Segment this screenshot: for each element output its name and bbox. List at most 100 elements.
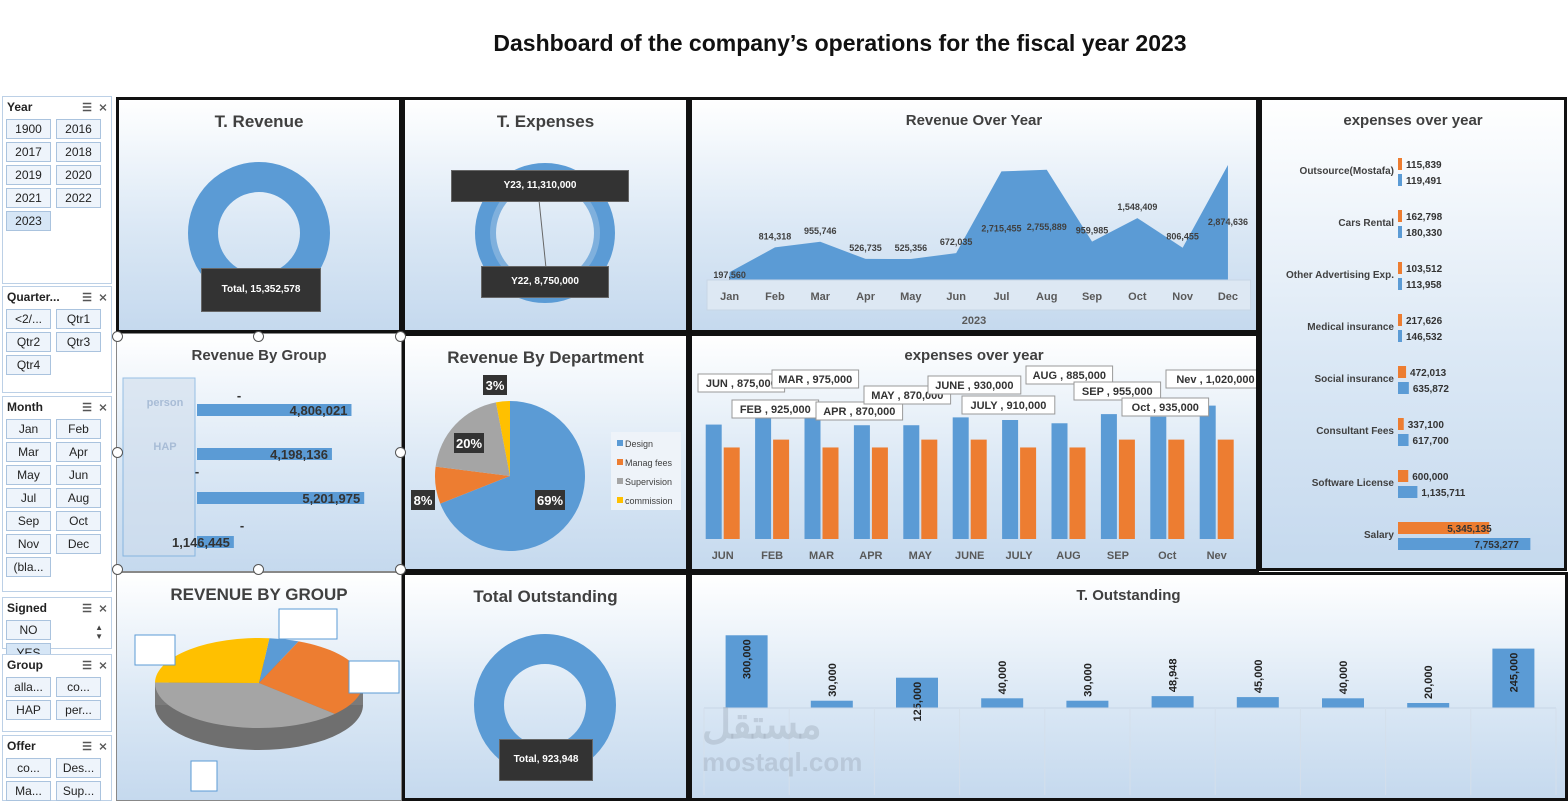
- outstanding-bar[interactable]: [725, 635, 768, 708]
- resize-handle[interactable]: [112, 331, 123, 342]
- month-slicer-item[interactable]: Aug: [56, 488, 101, 508]
- year-slicer-item[interactable]: 2019: [6, 165, 51, 185]
- bar-blue[interactable]: [1398, 330, 1402, 342]
- resize-handle[interactable]: [395, 447, 406, 458]
- outstanding-bar[interactable]: [1151, 696, 1194, 708]
- pie3d-slice[interactable]: [259, 638, 299, 683]
- group-slicer-item[interactable]: alla...: [6, 677, 51, 697]
- offer-slicer-item[interactable]: Sup...: [56, 781, 101, 801]
- bar-blue[interactable]: [1398, 434, 1409, 446]
- bar-orange[interactable]: [1398, 314, 1402, 326]
- quarter-slicer-item[interactable]: Qtr1: [56, 309, 101, 329]
- column-blue[interactable]: [804, 411, 821, 540]
- pie3d-slice[interactable]: [154, 682, 335, 728]
- resize-handle[interactable]: [112, 564, 123, 575]
- year-slicer-item[interactable]: 2022: [56, 188, 101, 208]
- bar-orange[interactable]: [1398, 470, 1409, 482]
- month-slicer-item[interactable]: May: [6, 465, 51, 485]
- clear-filter-icon[interactable]: ⨯: [98, 101, 108, 114]
- column-orange[interactable]: [1168, 439, 1185, 539]
- column-orange[interactable]: [921, 439, 938, 539]
- outstanding-bar[interactable]: [981, 698, 1024, 708]
- multi-select-icon[interactable]: ☰: [82, 101, 92, 114]
- column-orange[interactable]: [970, 439, 987, 539]
- month-slicer-item[interactable]: Sep: [6, 511, 51, 531]
- outstanding-bar[interactable]: [810, 700, 853, 708]
- signed-slicer-item[interactable]: NO: [6, 620, 51, 640]
- column-orange[interactable]: [1020, 447, 1037, 539]
- offer-slicer-item[interactable]: Ma...: [6, 781, 51, 801]
- clear-filter-icon[interactable]: ⨯: [98, 401, 108, 414]
- bar-orange[interactable]: [1398, 366, 1407, 378]
- outstanding-bar[interactable]: [1492, 648, 1535, 708]
- month-slicer-item[interactable]: Dec: [56, 534, 101, 554]
- group-slicer-item[interactable]: HAP: [6, 700, 51, 720]
- group-bar[interactable]: [197, 536, 234, 548]
- month-slicer-item[interactable]: Feb: [56, 419, 101, 439]
- department-slice[interactable]: [495, 401, 510, 476]
- group-bar[interactable]: [197, 492, 365, 504]
- bar-orange[interactable]: [1398, 522, 1490, 534]
- multi-select-icon[interactable]: ☰: [82, 602, 92, 615]
- resize-handle[interactable]: [253, 564, 264, 575]
- year-slicer-item[interactable]: 1900: [6, 119, 51, 139]
- column-blue[interactable]: [1051, 423, 1068, 539]
- month-slicer-item[interactable]: (bla...: [6, 557, 51, 577]
- resize-handle[interactable]: [395, 331, 406, 342]
- bar-blue[interactable]: [1398, 382, 1409, 394]
- bar-blue[interactable]: [1398, 174, 1402, 186]
- column-orange[interactable]: [1069, 447, 1086, 539]
- group-bar[interactable]: [197, 404, 352, 416]
- month-slicer-item[interactable]: Apr: [56, 442, 101, 462]
- multi-select-icon[interactable]: ☰: [82, 659, 92, 672]
- outstanding-bar[interactable]: [1322, 698, 1364, 708]
- month-slicer-item[interactable]: Jul: [6, 488, 51, 508]
- bar-blue[interactable]: [1398, 538, 1531, 550]
- column-blue[interactable]: [952, 417, 969, 539]
- month-slicer-item[interactable]: Nov: [6, 534, 51, 554]
- bar-orange[interactable]: [1398, 262, 1402, 274]
- revenue-area[interactable]: [729, 165, 1228, 280]
- outstanding-bar[interactable]: [1066, 700, 1109, 708]
- quarter-slicer-item[interactable]: Qtr2: [6, 332, 51, 352]
- month-slicer-item[interactable]: Oct: [56, 511, 101, 531]
- multi-select-icon[interactable]: ☰: [82, 401, 92, 414]
- outstanding-bar[interactable]: [896, 677, 938, 708]
- pie3d-slice[interactable]: [259, 641, 363, 714]
- pie3d-slice[interactable]: [155, 638, 270, 683]
- clear-filter-icon[interactable]: ⨯: [98, 659, 108, 672]
- bar-orange[interactable]: [1398, 158, 1402, 170]
- resize-handle[interactable]: [395, 564, 406, 575]
- column-blue[interactable]: [903, 425, 920, 539]
- quarter-slicer-item[interactable]: Qtr4: [6, 355, 51, 375]
- group-slicer-item[interactable]: per...: [56, 700, 101, 720]
- bar-blue[interactable]: [1398, 486, 1418, 498]
- clear-filter-icon[interactable]: ⨯: [98, 740, 108, 753]
- column-blue[interactable]: [705, 424, 722, 539]
- column-orange[interactable]: [1118, 439, 1135, 539]
- year-slicer-item[interactable]: 2018: [56, 142, 101, 162]
- clear-filter-icon[interactable]: ⨯: [98, 602, 108, 615]
- clear-filter-icon[interactable]: ⨯: [98, 291, 108, 304]
- column-orange[interactable]: [822, 447, 839, 539]
- resize-handle[interactable]: [253, 331, 264, 342]
- bar-blue[interactable]: [1398, 278, 1402, 290]
- column-blue[interactable]: [1100, 414, 1117, 539]
- department-slice[interactable]: [440, 401, 585, 551]
- column-orange[interactable]: [773, 439, 790, 539]
- multi-select-icon[interactable]: ☰: [82, 740, 92, 753]
- quarter-slicer-item[interactable]: Qtr3: [56, 332, 101, 352]
- bar-orange[interactable]: [1398, 210, 1402, 222]
- scroll-arrows-icon[interactable]: ▲ ▼: [95, 623, 103, 641]
- month-slicer-item[interactable]: Mar: [6, 442, 51, 462]
- bar-orange[interactable]: [1398, 418, 1404, 430]
- column-orange[interactable]: [871, 447, 888, 539]
- multi-select-icon[interactable]: ☰: [82, 291, 92, 304]
- column-blue[interactable]: [1150, 416, 1167, 539]
- resize-handle[interactable]: [112, 447, 123, 458]
- group-slicer-item[interactable]: co...: [56, 677, 101, 697]
- year-slicer-item[interactable]: 2017: [6, 142, 51, 162]
- year-slicer-item[interactable]: 2016: [56, 119, 101, 139]
- outstanding-bar[interactable]: [1236, 697, 1279, 708]
- column-blue[interactable]: [1199, 405, 1216, 539]
